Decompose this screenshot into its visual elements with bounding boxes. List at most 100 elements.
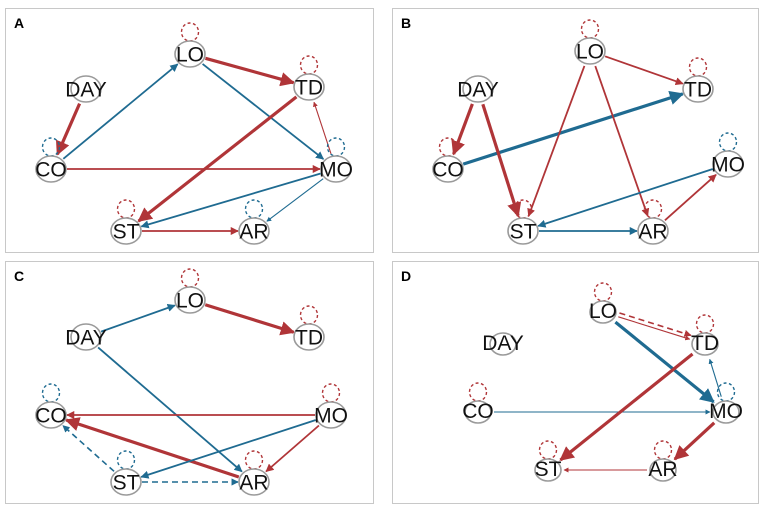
node-ring xyxy=(507,217,539,245)
edge-lo-to-td xyxy=(204,56,295,87)
node-label: AR xyxy=(239,472,268,495)
node-td: TD xyxy=(293,305,325,351)
self-loop-co xyxy=(41,137,61,157)
node-lo: LO xyxy=(574,19,606,65)
self-loop-mo xyxy=(321,383,341,403)
edge-lo-to-td xyxy=(619,312,692,337)
node-ring xyxy=(35,401,67,429)
node-ring xyxy=(70,323,102,351)
node-label: AR xyxy=(648,458,677,481)
node-ring xyxy=(574,37,606,65)
node-label: LO xyxy=(576,41,604,64)
edge-lo-to-td xyxy=(604,55,684,86)
edge-ar-to-co xyxy=(64,417,240,479)
node-td: TD xyxy=(682,57,714,103)
edge-mo-to-st xyxy=(140,172,321,229)
network-graph: LO DAY TD CO MO ST AR xyxy=(432,19,745,245)
node-label: CO xyxy=(462,400,494,423)
self-loop-ar xyxy=(244,199,264,219)
node-ring xyxy=(110,217,142,245)
node-ring xyxy=(174,286,206,314)
edge-st-to-co xyxy=(62,425,115,472)
edge-lo-to-mo xyxy=(202,63,325,160)
self-loop-co xyxy=(438,137,458,157)
node-ar: AR xyxy=(238,199,270,245)
node-label: CO xyxy=(432,159,464,182)
panel-a: LO DAY TD CO MO ST AR A xyxy=(5,8,374,253)
edge-ar-to-mo xyxy=(664,173,717,222)
self-loop-st xyxy=(538,440,558,460)
network-graph: LO DAY TD CO MO ST AR xyxy=(35,268,348,496)
edge-lo-to-td xyxy=(618,316,691,341)
network-graph: LO DAY TD CO MO ST AR xyxy=(462,282,743,482)
node-ring xyxy=(238,217,270,245)
node-label: DAY xyxy=(65,327,107,350)
node-label: DAY xyxy=(65,79,107,102)
node-ring xyxy=(315,401,347,429)
node-ring xyxy=(110,468,142,496)
node-day: DAY xyxy=(65,323,107,351)
node-st: ST xyxy=(507,199,539,245)
edge-day-to-ar xyxy=(97,346,243,473)
node-label: AR xyxy=(239,221,268,244)
edge-td-to-st xyxy=(559,352,694,462)
node-label: LO xyxy=(589,300,617,323)
node-td: TD xyxy=(691,314,719,356)
edge-lo-to-st xyxy=(527,65,586,217)
node-ring xyxy=(174,40,206,68)
node-label: MO xyxy=(319,159,353,182)
node-day: DAY xyxy=(65,75,107,103)
node-label: TD xyxy=(691,332,719,355)
edge-mo-to-ar xyxy=(265,424,320,473)
node-day: DAY xyxy=(482,332,524,356)
edge-lo-to-td xyxy=(204,303,296,336)
node-mo: MO xyxy=(319,137,353,183)
self-loop-lo xyxy=(593,282,613,302)
node-label: LO xyxy=(176,290,204,313)
node-label: ST xyxy=(113,221,140,244)
edge-day-to-lo xyxy=(100,303,176,333)
node-st: ST xyxy=(534,440,562,482)
node-label: ST xyxy=(510,221,537,244)
node-co: CO xyxy=(35,137,67,183)
panel-label: D xyxy=(401,268,412,284)
self-loop-lo xyxy=(580,19,600,39)
node-ring xyxy=(691,332,719,356)
self-loop-td xyxy=(299,305,319,325)
node-ring xyxy=(534,458,562,482)
self-loop-mo xyxy=(718,132,738,152)
node-st: ST xyxy=(110,450,142,496)
panel-label: C xyxy=(14,268,25,284)
node-st: ST xyxy=(110,199,142,245)
node-lo: LO xyxy=(174,22,206,68)
panel-d: LO DAY TD CO MO ST AR D xyxy=(392,261,759,504)
self-loop-co xyxy=(468,382,488,402)
node-label: TD xyxy=(295,77,323,100)
self-loop-td xyxy=(688,57,708,77)
self-loop-mo xyxy=(326,137,346,157)
node-label: MO xyxy=(711,154,745,177)
edge-lo-to-ar xyxy=(594,65,650,217)
node-ring xyxy=(432,155,464,183)
edge-co-to-lo xyxy=(62,63,179,160)
edge-mo-to-ar xyxy=(266,178,324,222)
panel-b: LO DAY TD CO MO ST AR B xyxy=(392,8,759,253)
node-ring xyxy=(682,75,714,103)
node-label: LO xyxy=(176,44,204,67)
self-loop-td xyxy=(695,314,715,334)
node-ring xyxy=(70,75,102,103)
self-loop-co xyxy=(41,383,61,403)
node-day: DAY xyxy=(457,75,499,103)
node-label: MO xyxy=(709,400,743,423)
node-ring xyxy=(293,323,325,351)
self-loop-lo xyxy=(180,268,200,288)
node-ring xyxy=(238,468,270,496)
edge-co-to-td xyxy=(462,90,685,166)
node-ring xyxy=(320,155,352,183)
edge-mo-to-td xyxy=(708,358,722,397)
node-ring xyxy=(293,73,325,101)
node-ring xyxy=(464,400,492,424)
self-loop-st xyxy=(116,199,136,219)
node-ring xyxy=(637,217,669,245)
edge-lo-to-mo xyxy=(614,320,715,404)
